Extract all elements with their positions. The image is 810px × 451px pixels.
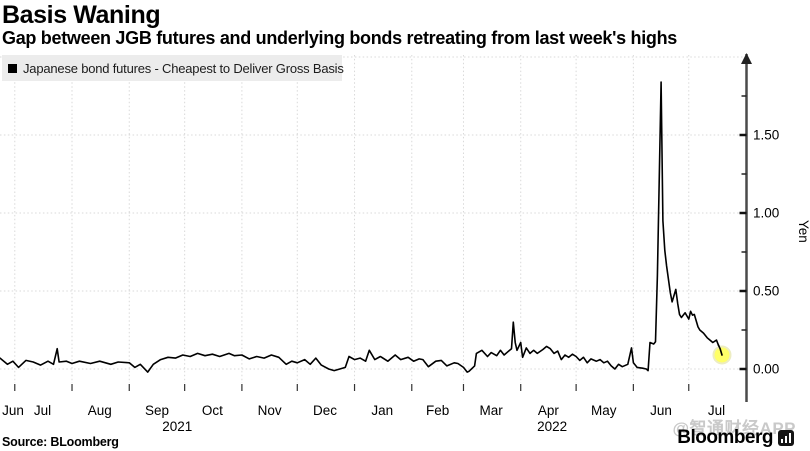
x-gridlines	[14, 55, 690, 383]
legend-label: Japanese bond futures - Cheapest to Deli…	[23, 60, 344, 76]
legend-swatch-icon	[8, 63, 17, 73]
legend: Japanese bond futures - Cheapest to Deli…	[2, 55, 344, 81]
chart-plot-area: 0.00 0.50 1.00 1.50 Yen Jun Jul Aug Sep Oct Nov Dec…	[0, 53, 810, 434]
x-month-label: Aug	[88, 403, 112, 418]
x-month-label: Feb	[426, 403, 449, 418]
y-axis-title: Yen	[796, 220, 810, 243]
x-month-label: Oct	[202, 403, 223, 418]
x-month-label: Mar	[480, 403, 504, 418]
y-axis: 0.00 0.50 1.00 1.50 Yen	[739, 53, 810, 402]
series-line	[0, 81, 723, 373]
source-note: Source: BLoomberg	[2, 435, 119, 449]
watermark-text: @智通财经APP	[672, 419, 796, 438]
x-month-label: Nov	[258, 403, 282, 418]
series-line-tail	[717, 343, 723, 356]
x-month-label: Dec	[313, 403, 337, 418]
x-axis-ticks	[14, 384, 690, 391]
x-month-label: Jan	[371, 403, 393, 418]
x-year-label: 2022	[537, 419, 567, 434]
x-month-labels: Jun Jul Aug Sep Oct Nov Dec Jan Feb Mar Apr May Jun J…	[2, 403, 725, 418]
x-year-labels: 2021 2022	[162, 419, 567, 434]
y-tick-label: 1.50	[753, 128, 779, 143]
y-tick-label: 1.00	[753, 206, 779, 221]
x-month-label: Jul	[708, 403, 725, 418]
x-month-label: Jun	[650, 403, 672, 418]
y-axis-arrow-icon	[741, 53, 752, 64]
bar-chart-icon	[778, 430, 794, 446]
x-month-label: Apr	[538, 403, 560, 418]
page-title: Basis Waning	[2, 1, 161, 29]
x-month-label: Jul	[34, 403, 51, 418]
bloomberg-logo: Bloomberg	[677, 427, 794, 449]
x-month-label: Jun	[2, 403, 24, 418]
bloomberg-wordmark: Bloomberg	[677, 427, 773, 448]
y-tick-label: 0.50	[753, 284, 779, 299]
x-month-label: May	[591, 403, 617, 418]
y-gridlines	[0, 56, 746, 370]
page-subtitle: Gap between JGB futures and underlying b…	[2, 28, 678, 48]
x-month-label: Sep	[145, 403, 169, 418]
y-tick-label: 0.00	[753, 362, 779, 377]
x-year-label: 2021	[162, 419, 192, 434]
